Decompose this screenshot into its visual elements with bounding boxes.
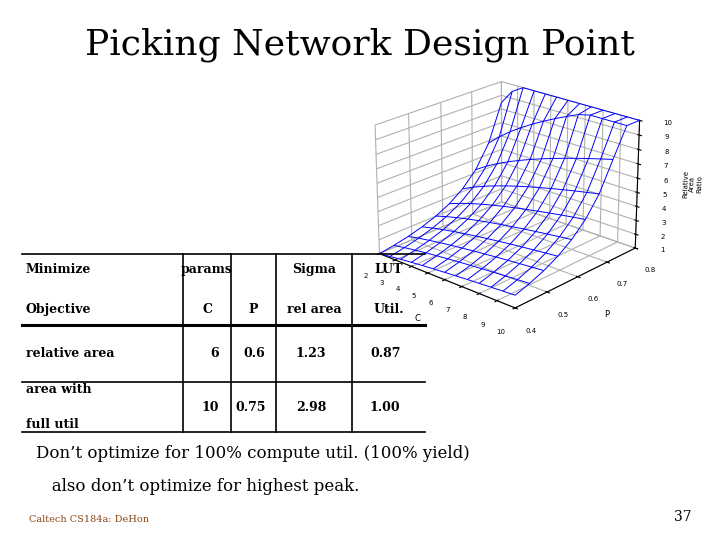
Text: params: params	[181, 264, 233, 276]
Text: Caltech CS184a: DeHon: Caltech CS184a: DeHon	[29, 515, 149, 524]
Text: Util.: Util.	[373, 302, 404, 315]
Text: LUT: LUT	[374, 264, 402, 276]
Text: 0.75: 0.75	[235, 401, 266, 414]
Text: 10: 10	[202, 401, 219, 414]
Text: relative area: relative area	[26, 347, 114, 360]
Text: 0.87: 0.87	[370, 347, 400, 360]
Text: full util: full util	[26, 418, 78, 431]
Text: C: C	[202, 302, 212, 315]
Text: area with: area with	[26, 383, 91, 396]
Text: Don’t optimize for 100% compute util. (100% yield): Don’t optimize for 100% compute util. (1…	[36, 446, 469, 462]
Text: 37: 37	[674, 510, 691, 524]
Text: 2.98: 2.98	[296, 401, 326, 414]
Text: 0.6: 0.6	[244, 347, 266, 360]
Text: Sigma: Sigma	[292, 264, 336, 276]
Text: Objective: Objective	[26, 302, 91, 315]
Text: Picking Network Design Point: Picking Network Design Point	[85, 27, 635, 62]
Text: rel area: rel area	[287, 302, 341, 315]
Text: 1.00: 1.00	[370, 401, 400, 414]
Text: 6: 6	[210, 347, 219, 360]
Y-axis label: P: P	[605, 310, 610, 319]
Text: also don’t optimize for highest peak.: also don’t optimize for highest peak.	[36, 478, 359, 495]
Text: P: P	[248, 302, 258, 315]
Text: 1.23: 1.23	[295, 347, 326, 360]
X-axis label: C: C	[415, 314, 421, 323]
Text: Minimize: Minimize	[26, 264, 91, 276]
